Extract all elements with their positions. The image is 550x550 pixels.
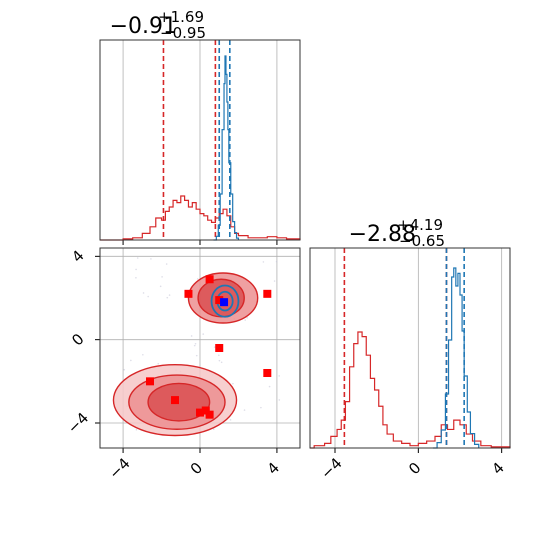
sample-dot xyxy=(159,285,162,288)
sample-dot xyxy=(278,375,281,377)
sample-dot xyxy=(243,409,246,411)
red-square-marker xyxy=(263,289,272,298)
sample-dot xyxy=(123,368,126,371)
sample-dot xyxy=(220,361,223,364)
sample-dot xyxy=(135,268,137,271)
blue-square-marker xyxy=(220,298,229,307)
sample-dot xyxy=(136,257,139,259)
marginal-y-histogram-panel: −4 0 4 xyxy=(309,247,511,483)
blue-contour xyxy=(210,284,240,318)
x-tick-label: 4 xyxy=(488,459,507,478)
sample-dot xyxy=(193,344,196,347)
sample-dot xyxy=(166,296,169,299)
top-title-lower-error: −0.95 xyxy=(160,24,206,42)
joint-panel-frame xyxy=(99,247,301,449)
red-square-marker xyxy=(146,377,154,386)
red-square-marker xyxy=(201,406,210,415)
red-square-marker xyxy=(215,296,224,305)
sample-dot xyxy=(196,278,199,280)
right-title-lower-error: −0.65 xyxy=(399,232,445,250)
top-title-value: −0.91 xyxy=(110,14,177,39)
sample-dot xyxy=(157,362,160,365)
sample-dot xyxy=(213,346,216,348)
sample-dot xyxy=(212,428,215,430)
red-square-marker xyxy=(205,410,214,419)
right-title-value: −2.88 xyxy=(349,222,416,247)
sample-dot xyxy=(202,333,205,335)
sample-dot xyxy=(130,359,132,362)
marginal-x-histogram-panel xyxy=(99,39,301,245)
histogram-series-0 xyxy=(100,195,301,241)
histogram-series-1 xyxy=(432,267,480,449)
top-panel-frame xyxy=(99,39,301,241)
sample-dot xyxy=(268,385,271,388)
sample-dot xyxy=(229,419,232,421)
sample-dot xyxy=(135,428,138,431)
sample-dot xyxy=(135,276,137,279)
top-panel-title: −0.91 +1.69 −0.95 xyxy=(110,8,208,42)
x-tick-label: −4 xyxy=(105,454,133,482)
y-tick-label: −4 xyxy=(64,409,92,437)
right-panel-title: −2.88 +4.19 −0.65 xyxy=(349,216,447,250)
red-square-marker xyxy=(263,369,272,377)
sample-dot xyxy=(147,295,149,298)
y-tick-label: 0 xyxy=(68,330,87,349)
sample-dot xyxy=(273,280,276,282)
sample-dot xyxy=(246,317,248,319)
x-tick-label: −4 xyxy=(317,454,345,482)
red-square-marker xyxy=(196,408,204,417)
sample-dot xyxy=(260,406,262,409)
sample-dot xyxy=(232,382,234,385)
red-square-marker xyxy=(215,344,224,352)
y-tick-label: 4 xyxy=(68,247,87,266)
histogram-series-1 xyxy=(213,55,240,241)
sample-dot xyxy=(142,353,144,356)
joint-scatter-panel: −4 0 4 −4 0 4 xyxy=(64,247,301,483)
sample-dot xyxy=(262,261,265,263)
sample-dot xyxy=(218,359,221,362)
sample-dot xyxy=(150,258,152,260)
sample-dot xyxy=(194,342,197,345)
sample-dot xyxy=(161,276,163,278)
x-tick-label: 4 xyxy=(264,459,283,478)
histogram-series-0 xyxy=(310,331,511,449)
sample-dot xyxy=(142,292,145,294)
red-square-marker xyxy=(205,275,214,284)
right-title-upper-error: +4.19 xyxy=(397,216,443,234)
top-title-upper-error: +1.69 xyxy=(158,8,204,26)
sample-dot xyxy=(190,335,193,337)
sample-dot xyxy=(244,319,247,321)
sample-dot xyxy=(168,294,171,296)
red-square-marker xyxy=(184,289,193,298)
x-tick-label: 0 xyxy=(187,459,206,478)
x-tick-label: 0 xyxy=(405,459,424,478)
sample-dot xyxy=(278,399,281,401)
sample-dot xyxy=(165,263,168,265)
sample-dot xyxy=(195,354,198,357)
red-square-marker xyxy=(171,396,179,405)
sample-dot xyxy=(218,354,220,357)
sample-dot xyxy=(275,260,278,263)
right-panel-frame xyxy=(309,247,511,449)
